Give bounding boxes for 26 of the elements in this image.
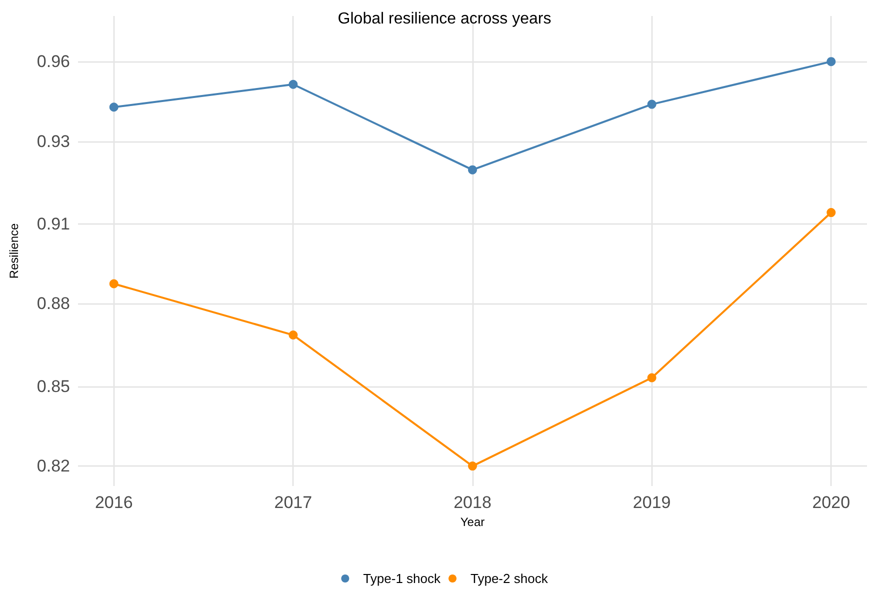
- point: [826, 208, 836, 218]
- x-tick-label: 2020: [812, 493, 850, 512]
- x-tick-label: 2017: [274, 493, 312, 512]
- y-tick-label: 0.91: [36, 214, 70, 234]
- y-tick-label: 0.96: [36, 52, 70, 72]
- legend-label: Type-2 shock: [470, 571, 548, 586]
- y-tick-label: 0.82: [36, 456, 70, 476]
- y-tick-label: 0.88: [36, 294, 70, 314]
- point: [288, 80, 298, 89]
- point: [826, 57, 836, 66]
- point: [288, 330, 298, 340]
- y-tick-label: 0.93: [36, 132, 70, 151]
- point: [468, 462, 477, 471]
- point: [468, 165, 477, 174]
- point: [109, 102, 118, 112]
- x-tick-label: 2018: [454, 493, 492, 512]
- point: [647, 100, 656, 109]
- point: [647, 373, 656, 382]
- point: [109, 279, 118, 288]
- y-axis-title: Resilience: [7, 222, 21, 279]
- x-axis-title: Year: [460, 515, 485, 529]
- chart-title: Global resilience across years: [338, 10, 552, 28]
- x-tick-label: 2019: [632, 493, 671, 512]
- y-tick-label: 0.85: [36, 376, 70, 396]
- legend-label: Type-1 shock: [363, 571, 441, 586]
- x-tick-label: 2016: [94, 493, 133, 512]
